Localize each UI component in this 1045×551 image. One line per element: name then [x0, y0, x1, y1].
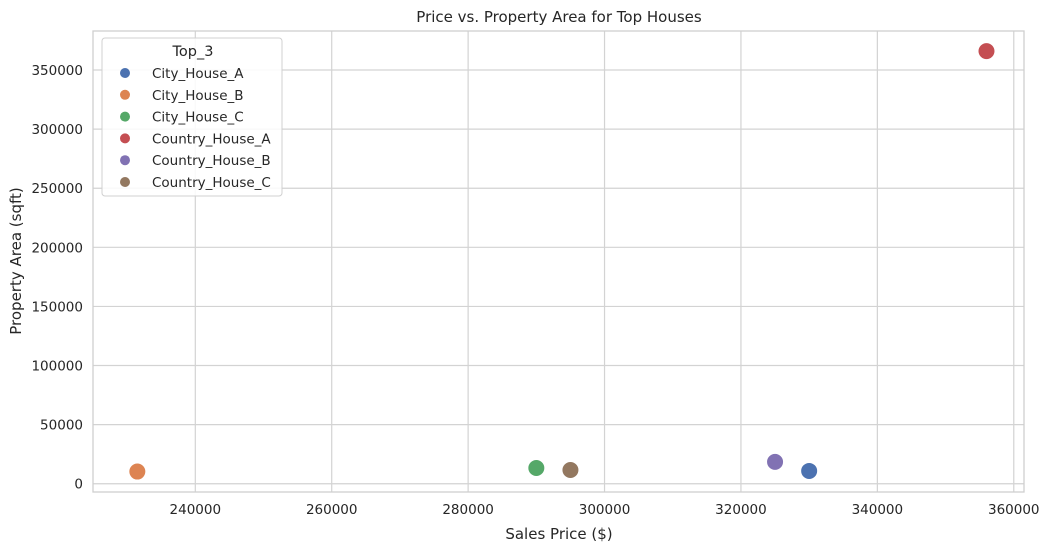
x-axis-title: Sales Price ($) — [505, 525, 612, 543]
x-tick-label: 300000 — [579, 502, 631, 518]
y-tick-label: 100000 — [31, 359, 83, 375]
legend-marker — [120, 177, 130, 187]
data-point-country-house-c — [561, 461, 580, 480]
legend-title: Top_3 — [172, 44, 214, 60]
legend-label: City_House_A — [152, 66, 244, 82]
x-tick-label: 360000 — [988, 502, 1040, 518]
y-tick-label: 150000 — [31, 299, 83, 315]
data-point-city-house-c — [527, 459, 546, 478]
data-point-country-house-a — [977, 42, 996, 61]
data-point-city-house-b — [128, 462, 147, 481]
y-tick-label: 200000 — [31, 240, 83, 256]
y-tick-label: 300000 — [31, 122, 83, 138]
legend-label: City_House_C — [152, 110, 244, 126]
x-tick-label: 320000 — [715, 502, 767, 518]
legend-label: Country_House_A — [152, 131, 271, 147]
x-tick-label: 280000 — [442, 502, 494, 518]
legend-marker — [120, 68, 130, 78]
y-tick-label: 250000 — [31, 181, 83, 197]
y-axis-ticks: 0 50000 100000 150000 200000 250000 300000 3500… — [31, 63, 83, 493]
legend-items: City_House_A City_House_B City_House_C Coun… — [120, 66, 271, 191]
legend: Top_3 City_House_ACity_House_BCity_House… — [101, 37, 283, 197]
y-axis-title: Property Area (sqft) — [7, 187, 25, 334]
legend-label: Country_House_C — [152, 175, 271, 191]
y-tick-label: 0 — [74, 477, 83, 493]
grid-lines — [93, 31, 1024, 492]
legend-marker — [120, 111, 130, 122]
legend-marker — [120, 155, 130, 166]
plot-frame — [92, 30, 1025, 493]
x-axis-ticks: 240000 260000 280000 300000 320000 340000 3600… — [170, 502, 1040, 518]
legend-box — [101, 37, 283, 197]
x-tick-label: 260000 — [306, 502, 358, 518]
legend-label: Country_House_B — [152, 153, 271, 169]
y-tick-label: 50000 — [40, 418, 83, 434]
x-tick-label: 240000 — [170, 502, 222, 518]
data-points — [128, 42, 996, 481]
y-tick-label: 350000 — [31, 63, 83, 79]
legend-marker — [120, 89, 130, 100]
legend-marker — [120, 133, 130, 144]
legend-label: City_House_B — [152, 88, 244, 104]
x-tick-label: 340000 — [852, 502, 904, 518]
data-point-country-house-b — [766, 452, 785, 471]
chart-title: Price vs. Property Area for Top Houses — [416, 8, 702, 26]
data-point-city-house-a — [800, 461, 819, 480]
